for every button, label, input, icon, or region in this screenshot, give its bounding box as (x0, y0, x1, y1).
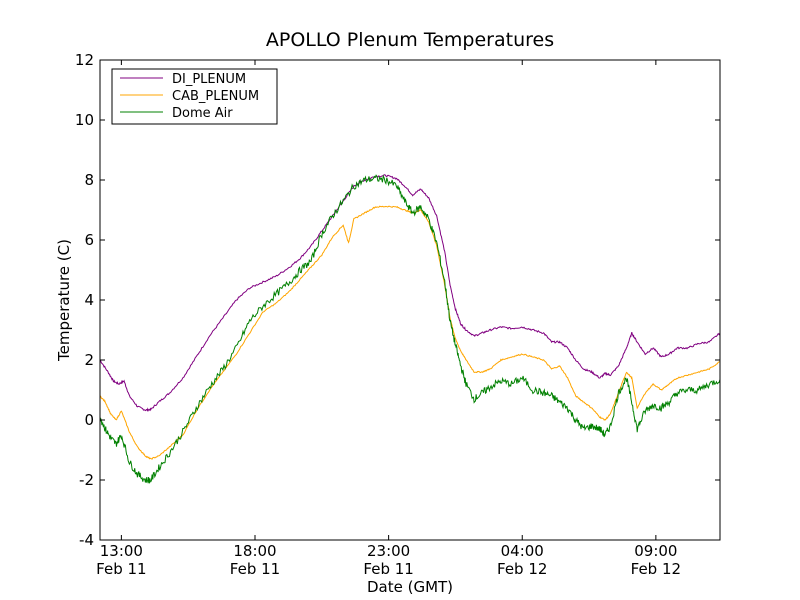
series-line-cab-plenum (100, 205, 720, 460)
x-tick-date-label: Feb 12 (497, 560, 547, 578)
y-tick-label: 2 (84, 351, 94, 369)
x-tick-time-label: 13:00 (100, 542, 143, 560)
y-axis-label: Temperature (C) (55, 239, 73, 362)
series-line-di-plenum (100, 174, 720, 413)
y-tick-label: 12 (75, 51, 94, 69)
legend-label: Dome Air (172, 106, 233, 121)
plot-area (100, 60, 720, 540)
x-axis-label: Date (GMT) (367, 578, 453, 596)
series-line-dome-air (100, 174, 720, 484)
y-tick-label: -4 (79, 531, 94, 549)
x-tick-time-label: 18:00 (233, 542, 276, 560)
y-axis: -4 -2 0 2 4 6 8 10 12 (75, 51, 720, 549)
y-tick-label: -2 (79, 471, 94, 489)
y-tick-label: 4 (84, 291, 94, 309)
y-tick-label: 8 (84, 171, 94, 189)
x-tick-date-label: Feb 11 (230, 560, 280, 578)
series-group (100, 174, 720, 484)
y-tick-label: 0 (84, 411, 94, 429)
x-tick-time-label: 04:00 (501, 542, 544, 560)
x-tick-date-label: Feb 11 (363, 560, 413, 578)
x-tick-time-label: 09:00 (634, 542, 677, 560)
y-tick-label: 6 (84, 231, 94, 249)
x-tick-time-label: 23:00 (367, 542, 410, 560)
legend-label: DI_PLENUM (172, 72, 246, 87)
legend-label: CAB_PLENUM (172, 89, 259, 104)
x-tick-date-label: Feb 12 (631, 560, 681, 578)
x-tick-date-label: Feb 11 (96, 560, 146, 578)
legend: DI_PLENUM CAB_PLENUM Dome Air (111, 68, 278, 125)
chart-title: APOLLO Plenum Temperatures (266, 29, 554, 51)
y-tick-label: 10 (75, 111, 94, 129)
